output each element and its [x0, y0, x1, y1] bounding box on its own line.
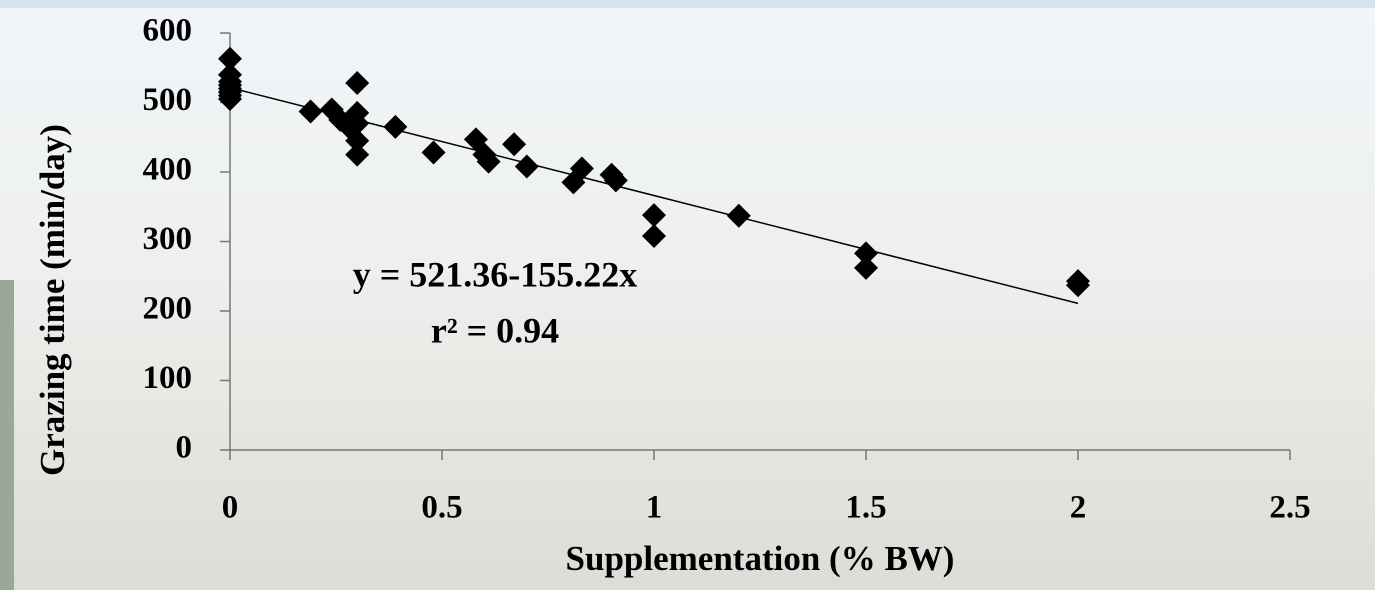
point: [345, 142, 370, 167]
x-tick-label: 0: [222, 490, 239, 526]
point: [218, 46, 242, 71]
point: [642, 203, 666, 228]
y-tick-label: 100: [143, 360, 193, 396]
point: [854, 255, 878, 280]
x-tick-label: 2.5: [1269, 490, 1310, 526]
y-tick-label: 600: [143, 13, 193, 49]
point: [1066, 273, 1090, 298]
x-tick-label: 1.5: [845, 490, 886, 526]
point: [476, 149, 501, 174]
y-tick-label: 300: [143, 221, 193, 257]
left-edge: [0, 280, 14, 590]
point: [569, 156, 594, 181]
point: [345, 111, 370, 136]
x-axis-title: Supplementation (% BW): [566, 539, 955, 578]
point: [642, 223, 666, 248]
point: [345, 71, 370, 96]
trend-line: [229, 86, 1079, 305]
point: [218, 87, 242, 112]
x-tick-label: 1: [646, 490, 663, 526]
y-tick-label: 200: [143, 291, 193, 327]
y-tick-label: 0: [176, 430, 193, 466]
point: [514, 154, 539, 179]
top-band: [0, 0, 1375, 8]
y-tick-label: 400: [143, 152, 193, 188]
point: [726, 203, 751, 228]
point: [383, 114, 408, 139]
x-tick-label: 0.5: [421, 490, 462, 526]
x-tick-label: 2: [1070, 490, 1087, 526]
point: [502, 132, 527, 157]
equation: y = 521.36-155.22x: [353, 254, 638, 294]
point: [854, 241, 878, 266]
point: [298, 99, 323, 124]
y-tick-label: 500: [143, 82, 193, 118]
point: [421, 140, 446, 165]
y-axis-title: Grazing time (min/day): [33, 124, 72, 476]
point: [603, 168, 628, 193]
r-squared: r² = 0.94: [431, 310, 559, 350]
point: [345, 128, 370, 153]
